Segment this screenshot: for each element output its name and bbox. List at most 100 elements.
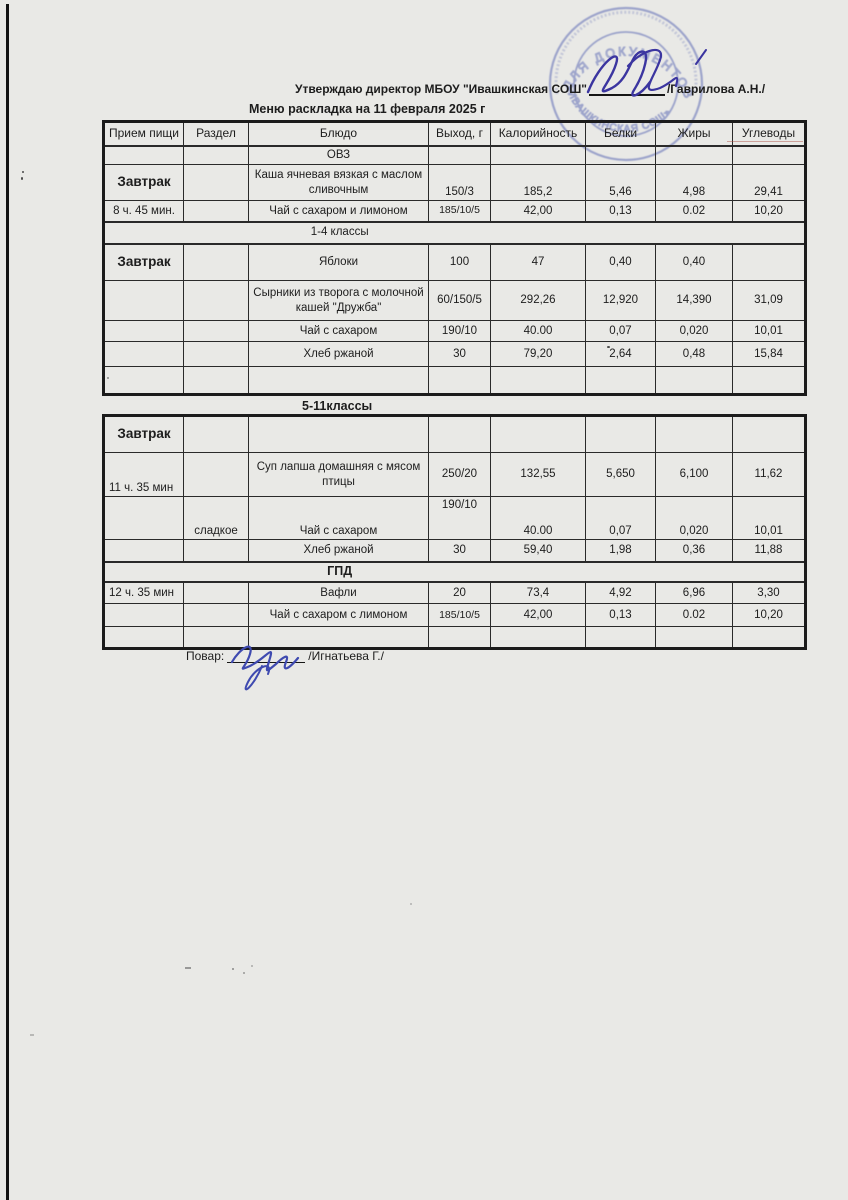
meal-table-5-11-gpd: Завтрак 11 ч. 35 мин Суп лапша домашняя с … bbox=[102, 414, 807, 650]
cell: 79,20 bbox=[490, 341, 586, 367]
cell bbox=[183, 280, 249, 321]
meal-table-ovz-1-4: Прием пищи Раздел Блюдо Выход, г Калорийност… bbox=[102, 120, 807, 396]
cell bbox=[103, 145, 184, 165]
scan-speck bbox=[107, 377, 109, 379]
cook-signature-line bbox=[227, 650, 306, 663]
table-row: 12 ч. 35 мин Вафли 20 73,4 4,92 6,96 3,30 bbox=[103, 581, 806, 604]
table-row bbox=[103, 626, 806, 649]
cell bbox=[732, 626, 806, 649]
cell: 0,40 bbox=[585, 243, 656, 281]
scan-speck bbox=[607, 346, 610, 348]
cell: 0,36 bbox=[655, 539, 733, 562]
cell: 31,09 bbox=[732, 280, 806, 321]
cook-label: Повар: bbox=[186, 649, 225, 663]
scan-speck bbox=[21, 177, 23, 180]
cell: 40.00 bbox=[490, 320, 586, 342]
cell: 100 bbox=[428, 243, 491, 281]
scan-speck bbox=[243, 972, 245, 974]
cell: Хлеб ржаной bbox=[248, 341, 429, 367]
cell: 6,100 bbox=[655, 452, 733, 497]
cell bbox=[490, 366, 586, 395]
cell: 0,13 bbox=[585, 200, 656, 222]
table-row: Чай с сахаром с лимоном 185/10/5 42,00 0,13… bbox=[103, 603, 806, 627]
class-range-label: 5-11классы bbox=[302, 399, 373, 413]
column-header: Жиры bbox=[655, 121, 733, 147]
cell bbox=[428, 366, 491, 395]
scan-speck bbox=[251, 965, 253, 967]
cell: 10,01 bbox=[732, 320, 806, 342]
cook-name: /Игнатьева Г./ bbox=[308, 649, 384, 663]
column-header: Белки bbox=[585, 121, 656, 147]
cell bbox=[655, 626, 733, 649]
cell bbox=[585, 415, 656, 453]
cell: 59,40 bbox=[490, 539, 586, 562]
cell: сладкое bbox=[183, 496, 249, 540]
cell: 1,98 bbox=[585, 539, 656, 562]
cell bbox=[655, 366, 733, 395]
scan-speck bbox=[30, 1034, 34, 1036]
cell: 29,41 bbox=[732, 164, 806, 201]
cell bbox=[585, 145, 656, 165]
cell bbox=[183, 341, 249, 367]
table-row: сладкое Чай с сахаром 190/10 40.00 0,07 0,020… bbox=[103, 496, 806, 540]
cell bbox=[183, 145, 249, 165]
cell bbox=[183, 452, 249, 497]
cell: 3,30 bbox=[732, 581, 806, 604]
cell: 10,20 bbox=[732, 200, 806, 222]
cell bbox=[428, 415, 491, 453]
cell: 42,00 bbox=[490, 603, 586, 627]
cell: 185,2 bbox=[490, 164, 586, 201]
cell bbox=[183, 243, 249, 281]
cell bbox=[103, 603, 184, 627]
cell: 292,26 bbox=[490, 280, 586, 321]
cell bbox=[183, 415, 249, 453]
cell: 190/10 bbox=[428, 320, 491, 342]
cell: 0,07 bbox=[585, 496, 656, 540]
scan-speck bbox=[410, 903, 412, 905]
cell bbox=[183, 581, 249, 604]
cell: Завтрак bbox=[103, 243, 184, 281]
cell: 0,020 bbox=[655, 496, 733, 540]
column-header: Блюдо bbox=[248, 121, 429, 147]
cell bbox=[732, 366, 806, 395]
cell: 73,4 bbox=[490, 581, 586, 604]
section-row: 1-4 классы bbox=[103, 220, 806, 245]
cell bbox=[103, 341, 184, 367]
director-signature-line bbox=[588, 82, 665, 96]
cell bbox=[490, 626, 586, 649]
cell bbox=[103, 626, 184, 649]
table-row: Хлеб ржаной 30 79,20 2,64 0,48 15,84 bbox=[103, 341, 806, 367]
table-row: Хлеб ржаной 30 59,40 1,98 0,36 11,88 bbox=[103, 539, 806, 562]
cell: Суп лапша домашняя с мясом птицы bbox=[248, 452, 429, 497]
cell: Хлеб ржаной bbox=[248, 539, 429, 562]
section-row: ГПД bbox=[103, 560, 806, 583]
cell bbox=[248, 415, 429, 453]
cell: 6,96 bbox=[655, 581, 733, 604]
scan-speck bbox=[22, 171, 24, 173]
cell: 12 ч. 35 мин bbox=[103, 581, 184, 604]
cell bbox=[655, 145, 733, 165]
cell: 11,88 bbox=[732, 539, 806, 562]
cell: 5,650 bbox=[585, 452, 656, 497]
cell: 11,62 bbox=[732, 452, 806, 497]
section-label: ГПД bbox=[103, 560, 806, 583]
cell bbox=[183, 320, 249, 342]
cell: 4,98 bbox=[655, 164, 733, 201]
cell bbox=[585, 366, 656, 395]
cell bbox=[183, 200, 249, 222]
cell: 10,20 bbox=[732, 603, 806, 627]
cell: 11 ч. 35 мин bbox=[103, 452, 184, 497]
cell bbox=[103, 320, 184, 342]
section-label: 1-4 классы bbox=[103, 220, 806, 245]
cell: Яблоки bbox=[248, 243, 429, 281]
table-row: Завтрак bbox=[103, 415, 806, 453]
cell bbox=[490, 415, 586, 453]
cell: 40.00 bbox=[490, 496, 586, 540]
scan-edge-line bbox=[6, 4, 9, 1200]
cell: 8 ч. 45 мин. bbox=[103, 200, 184, 222]
cell: 30 bbox=[428, 341, 491, 367]
cell: Чай с сахаром и лимоном bbox=[248, 200, 429, 222]
cell: 185/10/5 bbox=[428, 603, 491, 627]
cell bbox=[183, 626, 249, 649]
table-row: Завтрак Яблоки 100 47 0,40 0,40 bbox=[103, 243, 806, 281]
